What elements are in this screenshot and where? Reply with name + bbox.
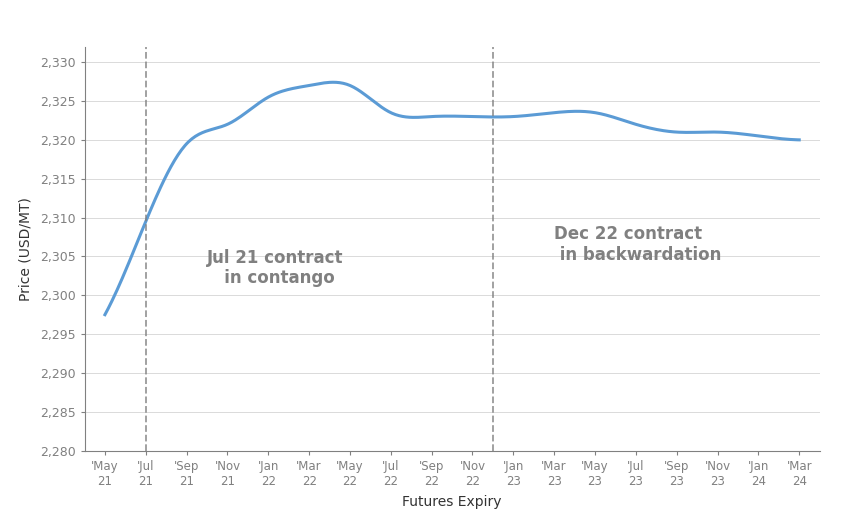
Text: Jul 21 contract
   in contango: Jul 21 contract in contango — [207, 249, 344, 287]
X-axis label: Futures Expiry: Futures Expiry — [402, 495, 501, 509]
Text: Dec 22 contract
 in backwardation: Dec 22 contract in backwardation — [554, 225, 721, 264]
Text: Figure 1: The aluminium futures curve has both backwardation and contango: Figure 1: The aluminium futures curve ha… — [10, 18, 711, 33]
Y-axis label: Price (USD/MT): Price (USD/MT) — [19, 197, 33, 300]
